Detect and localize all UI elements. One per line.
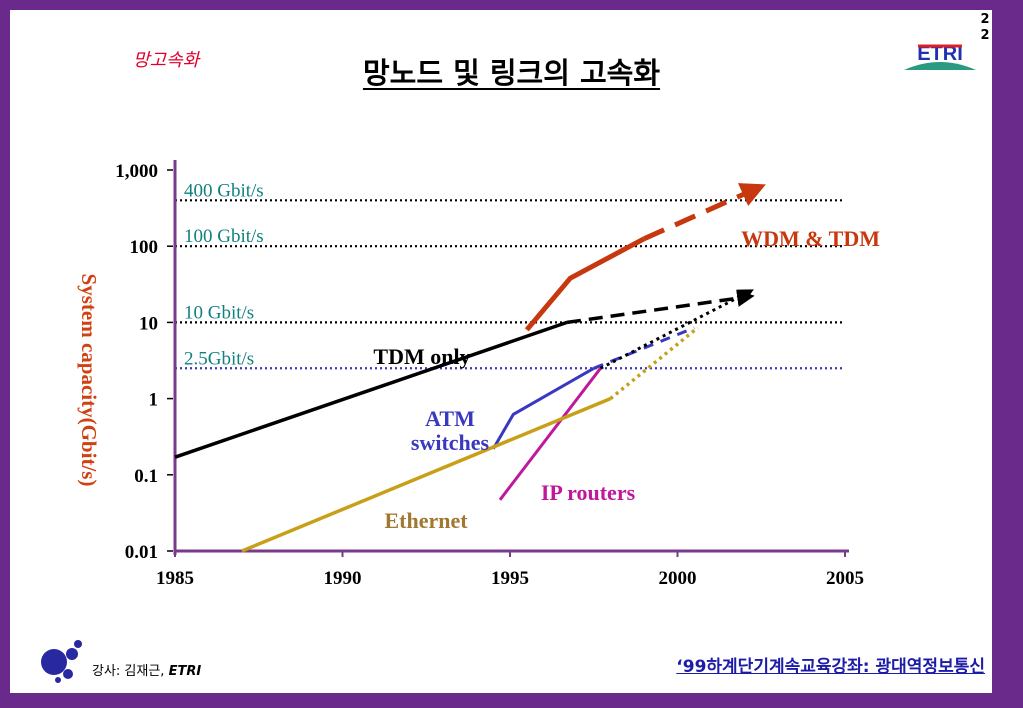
series-ip-routers-line [498, 367, 602, 501]
x-tick-label: 2005 [826, 568, 864, 589]
series-wdm-tdm-line [524, 236, 646, 332]
footer-lecturer-org: ETRI [168, 664, 202, 679]
y-tick-label: 100 [130, 237, 159, 258]
footer-lecturer: 강사: 김재근, ETRI [92, 660, 201, 679]
series-tdm-only-line [174, 320, 568, 459]
section-tag: 망고속화 [133, 50, 200, 71]
y-tick-label: 0.01 [125, 542, 158, 563]
reference-line-label: 2.5Gbit/s [184, 348, 254, 369]
slide-title: 망노드 및 링크의 고속화 [362, 56, 661, 90]
y-axis-label: System capacity(Gbit/s) [77, 274, 101, 487]
series-label-atm-line2: switches [411, 430, 490, 455]
x-tick-label: 1995 [491, 568, 529, 589]
reference-line-label: 10 Gbit/s [184, 302, 254, 323]
series-ip-routers-projection [599, 289, 754, 370]
series-ethernet-projection [609, 326, 699, 400]
chart-labels: 400 Gbit/s 100 Gbit/s 10 Gbit/s 2.5Gbit/s 19… [77, 161, 880, 589]
series-atm-switches-line [492, 366, 595, 450]
slide-number-line2: 2 [980, 28, 990, 43]
slide-number: 2 2 [978, 12, 992, 44]
etri-logo-swoosh [904, 62, 976, 70]
series-label-wdm-tdm: WDM & TDM [741, 226, 880, 251]
y-tick-label: 1,000 [115, 161, 158, 182]
slide-number-line1: 2 [980, 12, 990, 27]
etri-logo-text: ETRI [917, 43, 963, 65]
reference-line-label: 400 Gbit/s [184, 180, 264, 201]
series-label-ip-routers: IP routers [541, 480, 636, 505]
reference-lines [175, 199, 845, 370]
series-label-tdm-only: TDM only [373, 344, 470, 369]
y-tick-label: 0.1 [134, 466, 158, 487]
series-label-ethernet: Ethernet [384, 508, 468, 533]
y-tick-label: 1 [149, 390, 159, 411]
reference-line-label: 100 Gbit/s [184, 226, 264, 247]
series-wdm-tdm-projection [642, 183, 766, 242]
series-tdm-only-projection [566, 289, 755, 325]
footer-logo-icon [41, 640, 82, 683]
series-label-atm-line1: ATM [425, 406, 475, 431]
footer-course: ‘99하계단기계속교육강좌: 광대역정보통신 [676, 657, 985, 677]
footer-lecturer-name: 강사: 김재근, [92, 664, 169, 679]
x-tick-label: 1990 [324, 568, 362, 589]
series-ethernet-line [241, 396, 612, 553]
x-tick-label: 1985 [156, 568, 194, 589]
series-atm-switches-projection [593, 326, 695, 370]
chart-axes [167, 160, 849, 557]
y-tick-label: 10 [139, 313, 158, 334]
etri-logo: ETRI [904, 43, 976, 70]
x-tick-label: 2000 [659, 568, 697, 589]
chart-series [174, 183, 766, 553]
